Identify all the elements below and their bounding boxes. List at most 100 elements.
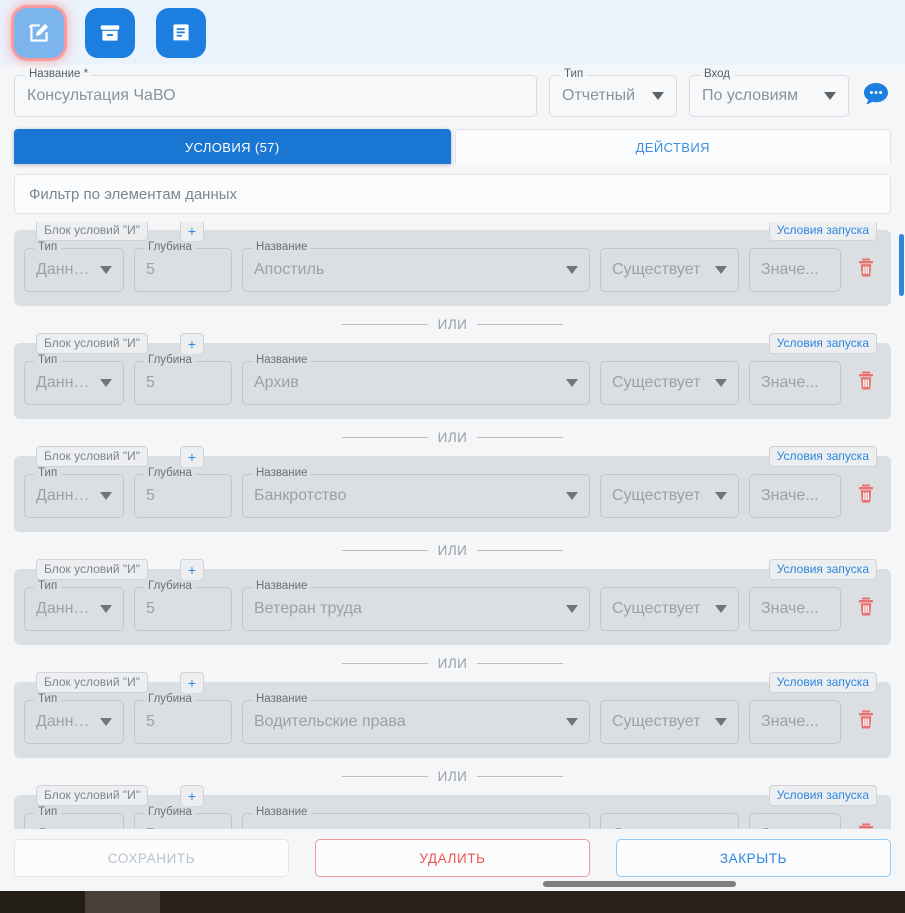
condition-value-placeholder: Значе... bbox=[761, 713, 819, 730]
add-condition-button[interactable]: + bbox=[180, 333, 204, 355]
condition-name-select[interactable]: Название Водительские права bbox=[242, 693, 590, 744]
name-field[interactable]: Название * Консультация ЧаВО bbox=[14, 68, 537, 117]
condition-type-label: Тип bbox=[34, 693, 62, 705]
type-select-value: Отчетный bbox=[562, 87, 636, 104]
condition-row: Тип Данные Глубина 5 Название Архив Существует… bbox=[24, 354, 881, 405]
or-separator-line bbox=[341, 323, 428, 325]
close-button[interactable]: ЗАКРЫТЬ bbox=[616, 839, 891, 877]
chevron-down-icon bbox=[707, 266, 727, 274]
condition-operator-select[interactable]: Существует bbox=[600, 474, 739, 518]
tab-conditions-label: УСЛОВИЯ (57) bbox=[184, 139, 280, 155]
journal-icon bbox=[168, 20, 194, 46]
condition-depth-input[interactable]: Глубина 5 bbox=[134, 241, 232, 292]
condition-name-select[interactable]: Название Ветеран труда bbox=[242, 580, 590, 631]
entry-select-label: Вход bbox=[700, 68, 735, 80]
condition-row: Тип Данные Глубина 5 Название Ветеран труда Су… bbox=[24, 580, 881, 631]
trigger-conditions-link[interactable]: Условия запуска bbox=[768, 785, 877, 806]
horizontal-scrollbar-thumb[interactable] bbox=[543, 881, 736, 887]
delete-condition-button[interactable] bbox=[851, 255, 881, 285]
condition-value-placeholder: Значе... bbox=[761, 600, 819, 617]
condition-type-select[interactable]: Тип Данные bbox=[24, 354, 124, 405]
trigger-conditions-link[interactable]: Условия запуска bbox=[768, 446, 877, 467]
condition-name-select[interactable]: Название Банкротство bbox=[242, 467, 590, 518]
chevron-down-icon bbox=[92, 605, 112, 613]
condition-name-value: Водительские права bbox=[254, 713, 406, 730]
condition-operator-select[interactable]: Существует bbox=[600, 361, 739, 405]
delete-condition-button[interactable] bbox=[851, 481, 881, 511]
add-condition-button[interactable]: + bbox=[180, 672, 204, 694]
save-button[interactable]: СОХРАНИТЬ bbox=[14, 839, 289, 877]
condition-name-label: Название bbox=[252, 467, 312, 479]
condition-block: Блок условий "И" + Условия запуска Тип Данны… bbox=[14, 333, 891, 419]
condition-operator-select[interactable]: Существует bbox=[600, 813, 739, 829]
condition-operator-select[interactable]: Существует bbox=[600, 587, 739, 631]
condition-name-label: Название bbox=[252, 806, 312, 818]
condition-name-select[interactable]: Название Апостиль bbox=[242, 241, 590, 292]
condition-depth-label: Глубина bbox=[144, 580, 196, 592]
condition-type-select[interactable]: Тип Данные bbox=[24, 241, 124, 292]
journal-tool-button[interactable] bbox=[156, 7, 206, 58]
archive-tool-button[interactable] bbox=[85, 7, 135, 58]
vertical-scrollbar[interactable] bbox=[899, 222, 904, 829]
add-condition-button[interactable]: + bbox=[180, 559, 204, 581]
trigger-conditions-link[interactable]: Условия запуска bbox=[768, 222, 877, 241]
condition-type-select[interactable]: Тип Данные bbox=[24, 580, 124, 631]
condition-operator-select[interactable]: Существует bbox=[600, 700, 739, 744]
trigger-conditions-link[interactable]: Условия запуска bbox=[768, 333, 877, 354]
condition-value-input[interactable]: Значе... bbox=[749, 700, 841, 744]
trigger-conditions-link[interactable]: Условия запуска bbox=[768, 672, 877, 693]
or-separator-label: ИЛИ bbox=[437, 542, 468, 558]
delete-condition-button[interactable] bbox=[851, 820, 881, 829]
vertical-scrollbar-thumb[interactable] bbox=[899, 234, 904, 296]
condition-type-select[interactable]: Тип Данные bbox=[24, 806, 124, 829]
entry-select[interactable]: Вход По условиям bbox=[689, 68, 849, 117]
or-separator: ИЛИ bbox=[14, 541, 891, 559]
condition-depth-input[interactable]: Глубина 5 bbox=[134, 580, 232, 631]
condition-type-value: Данные bbox=[36, 713, 92, 730]
condition-name-label: Название bbox=[252, 241, 312, 253]
condition-depth-input[interactable]: Глубина 5 bbox=[134, 693, 232, 744]
conditions-list: Блок условий "И" + Условия запуска Тип Данны… bbox=[14, 222, 891, 829]
condition-operator-select[interactable]: Существует bbox=[600, 248, 739, 292]
chevron-down-icon bbox=[92, 266, 112, 274]
or-separator-line bbox=[341, 662, 428, 664]
condition-depth-input[interactable]: Глубина 5 bbox=[134, 467, 232, 518]
tab-bar: УСЛОВИЯ (57) ДЕЙСТВИЯ bbox=[0, 129, 905, 164]
add-condition-button[interactable]: + bbox=[180, 222, 204, 242]
tab-conditions[interactable]: УСЛОВИЯ (57) bbox=[14, 129, 451, 164]
condition-type-select[interactable]: Тип Данные bbox=[24, 467, 124, 518]
condition-block-tag: Блок условий "И" bbox=[36, 672, 149, 693]
condition-name-value: Банкротство bbox=[254, 487, 347, 504]
condition-depth-input[interactable]: Глубина 5 bbox=[134, 354, 232, 405]
condition-value-input[interactable]: Значе... bbox=[749, 248, 841, 292]
condition-name-label: Название bbox=[252, 693, 312, 705]
condition-value-input[interactable]: Значе... bbox=[749, 361, 841, 405]
delete-condition-button[interactable] bbox=[851, 594, 881, 624]
condition-value-input[interactable]: Значе... bbox=[749, 587, 841, 631]
condition-value-input[interactable]: Значе... bbox=[749, 474, 841, 518]
comments-button[interactable] bbox=[861, 80, 891, 113]
condition-type-select[interactable]: Тип Данные bbox=[24, 693, 124, 744]
conditions-scroll-area[interactable]: Блок условий "И" + Условия запуска Тип Данны… bbox=[0, 222, 905, 829]
delete-condition-button[interactable] bbox=[851, 707, 881, 737]
delete-button[interactable]: УДАЛИТЬ bbox=[315, 839, 590, 877]
add-condition-button[interactable]: + bbox=[180, 785, 204, 807]
condition-depth-value: 5 bbox=[146, 826, 155, 829]
edit-tool-button[interactable] bbox=[14, 7, 64, 58]
filter-input[interactable] bbox=[14, 174, 891, 214]
delete-condition-button[interactable] bbox=[851, 368, 881, 398]
chevron-down-icon bbox=[92, 718, 112, 726]
trigger-conditions-link[interactable]: Условия запуска bbox=[768, 559, 877, 580]
condition-name-select[interactable]: Название bbox=[242, 806, 590, 829]
horizontal-scrollbar[interactable] bbox=[0, 877, 905, 891]
add-condition-button[interactable]: + bbox=[180, 446, 204, 468]
tab-actions[interactable]: ДЕЙСТВИЯ bbox=[454, 129, 891, 164]
condition-operator-value: Существует bbox=[612, 374, 701, 391]
condition-value-input[interactable]: Значе... bbox=[749, 813, 841, 829]
or-separator: ИЛИ bbox=[14, 654, 891, 672]
condition-name-value: Апостиль bbox=[254, 261, 325, 278]
condition-depth-input[interactable]: Глубина 5 bbox=[134, 806, 232, 829]
condition-type-label: Тип bbox=[34, 467, 62, 479]
type-select[interactable]: Тип Отчетный bbox=[549, 68, 677, 117]
condition-name-select[interactable]: Название Архив bbox=[242, 354, 590, 405]
